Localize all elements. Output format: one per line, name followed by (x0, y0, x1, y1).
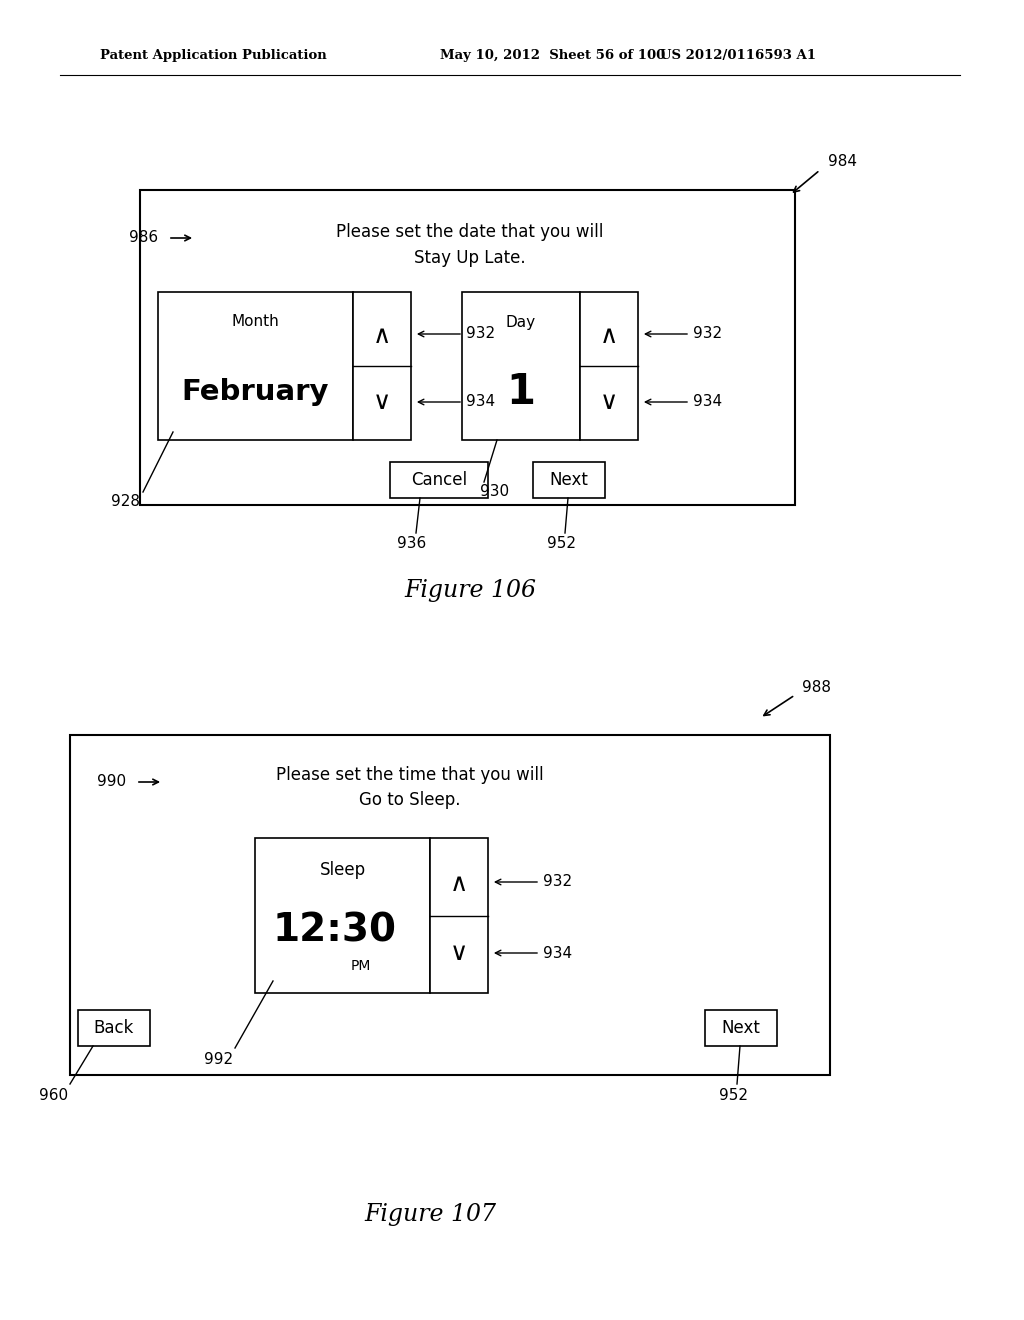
Text: 12:30: 12:30 (272, 911, 396, 949)
Text: Cancel: Cancel (411, 471, 467, 488)
Text: May 10, 2012  Sheet 56 of 100: May 10, 2012 Sheet 56 of 100 (440, 49, 666, 62)
Text: 934: 934 (543, 945, 572, 961)
Text: 988: 988 (802, 681, 831, 696)
Text: 992: 992 (204, 1052, 233, 1068)
Text: 990: 990 (97, 775, 126, 789)
Text: Stay Up Late.: Stay Up Late. (414, 249, 525, 267)
Text: 936: 936 (397, 536, 427, 552)
Text: PM: PM (350, 960, 371, 973)
Text: 986: 986 (129, 231, 158, 246)
Text: Please set the time that you will: Please set the time that you will (276, 766, 544, 784)
Text: Figure 106: Figure 106 (404, 578, 536, 602)
Text: US 2012/0116593 A1: US 2012/0116593 A1 (660, 49, 816, 62)
Text: ∧: ∧ (600, 323, 618, 348)
Text: February: February (181, 378, 330, 407)
Bar (78, 1010, 150, 1045)
Text: ∧: ∧ (373, 323, 391, 348)
Text: ∧: ∧ (450, 873, 468, 896)
Text: Figure 107: Figure 107 (364, 1204, 496, 1226)
Text: Sleep: Sleep (319, 861, 366, 879)
Bar (70, 735, 830, 1074)
Text: 984: 984 (828, 154, 857, 169)
Bar (353, 292, 411, 440)
Text: 1: 1 (507, 371, 536, 413)
Bar (158, 292, 353, 440)
Text: Back: Back (94, 1019, 134, 1038)
Bar (430, 838, 488, 993)
Bar (705, 1010, 777, 1045)
Text: ∨: ∨ (373, 389, 391, 414)
Bar (534, 462, 605, 498)
Text: Next: Next (722, 1019, 761, 1038)
Bar (462, 292, 580, 440)
Text: 934: 934 (693, 395, 722, 409)
Bar (390, 462, 488, 498)
Text: 932: 932 (466, 326, 496, 342)
Bar (255, 838, 430, 993)
Text: Patent Application Publication: Patent Application Publication (100, 49, 327, 62)
Text: 930: 930 (480, 484, 509, 499)
Text: Month: Month (231, 314, 280, 330)
Bar (580, 292, 638, 440)
Text: Next: Next (550, 471, 589, 488)
Text: Please set the date that you will: Please set the date that you will (336, 223, 604, 242)
Text: 934: 934 (466, 395, 496, 409)
Text: ∨: ∨ (600, 389, 618, 414)
Text: 952: 952 (719, 1089, 748, 1104)
Text: 952: 952 (547, 536, 575, 552)
Text: 928: 928 (111, 495, 140, 510)
Text: 932: 932 (693, 326, 722, 342)
Text: Day: Day (506, 314, 536, 330)
Text: ∨: ∨ (450, 941, 468, 965)
Text: 960: 960 (39, 1089, 68, 1104)
Text: 932: 932 (543, 874, 572, 890)
Bar (140, 190, 795, 506)
Text: Go to Sleep.: Go to Sleep. (359, 791, 461, 809)
